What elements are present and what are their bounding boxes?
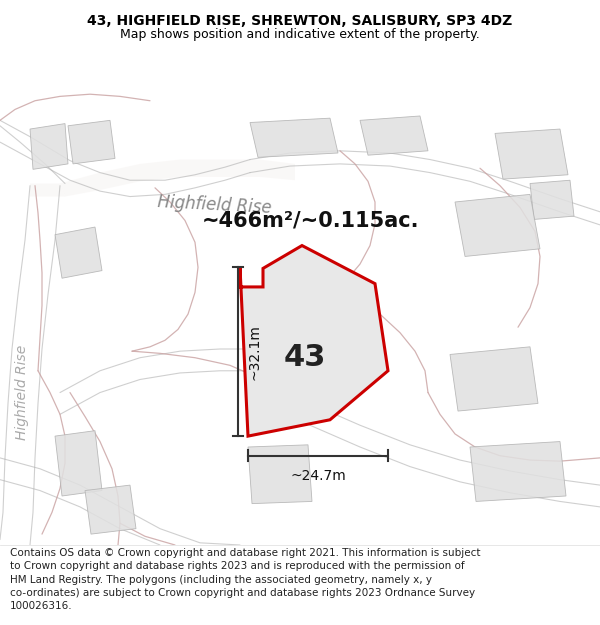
Polygon shape — [248, 289, 314, 371]
Polygon shape — [360, 116, 428, 155]
Text: ~24.7m: ~24.7m — [290, 469, 346, 482]
Text: Highfield Rise: Highfield Rise — [157, 193, 272, 218]
Text: ~32.1m: ~32.1m — [248, 324, 262, 379]
Text: Highfield Rise: Highfield Rise — [15, 345, 29, 440]
Text: ~466m²/~0.115ac.: ~466m²/~0.115ac. — [201, 211, 419, 231]
Polygon shape — [68, 121, 115, 164]
Text: 43, HIGHFIELD RISE, SHREWTON, SALISBURY, SP3 4DZ: 43, HIGHFIELD RISE, SHREWTON, SALISBURY,… — [88, 14, 512, 28]
Polygon shape — [470, 441, 566, 501]
Text: Map shows position and indicative extent of the property.: Map shows position and indicative extent… — [120, 28, 480, 41]
Polygon shape — [55, 227, 102, 278]
Polygon shape — [30, 184, 65, 196]
Text: 43: 43 — [284, 343, 326, 372]
Polygon shape — [55, 431, 102, 496]
Polygon shape — [250, 118, 338, 158]
Polygon shape — [30, 124, 68, 169]
Polygon shape — [85, 485, 136, 534]
Polygon shape — [60, 159, 295, 196]
Polygon shape — [240, 246, 388, 436]
Polygon shape — [455, 194, 540, 256]
Polygon shape — [495, 129, 568, 179]
Polygon shape — [530, 180, 574, 219]
Text: Contains OS data © Crown copyright and database right 2021. This information is : Contains OS data © Crown copyright and d… — [10, 548, 481, 611]
Polygon shape — [248, 445, 312, 504]
Polygon shape — [450, 347, 538, 411]
